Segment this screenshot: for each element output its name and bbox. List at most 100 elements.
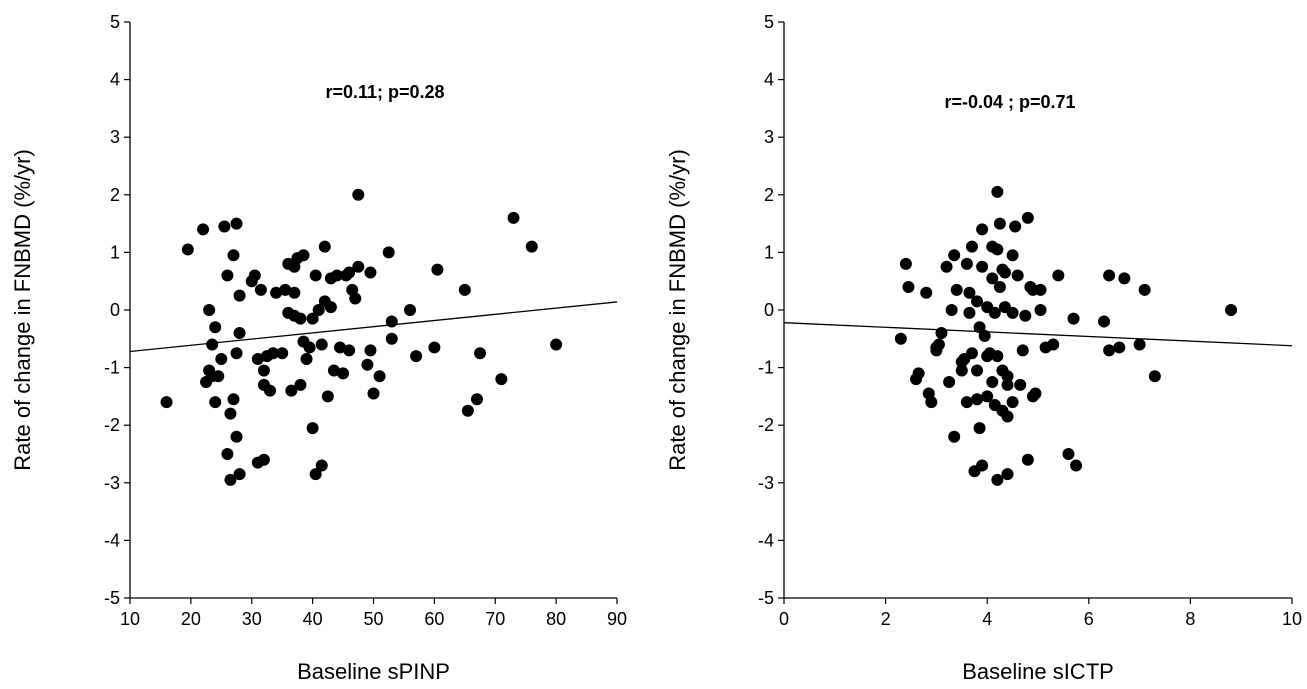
data-point <box>550 338 563 351</box>
data-point <box>257 364 270 377</box>
data-point <box>963 306 976 319</box>
data-point <box>945 304 958 316</box>
data-point <box>899 257 912 270</box>
data-point <box>1006 306 1019 319</box>
data-point <box>285 384 298 397</box>
data-point <box>1034 283 1047 296</box>
data-point <box>495 373 508 386</box>
data-point <box>279 283 292 296</box>
data-point <box>288 286 301 299</box>
data-point <box>309 269 322 282</box>
data-point <box>948 249 961 262</box>
data-point <box>382 246 395 259</box>
data-point <box>233 289 246 302</box>
y-axis-title: Rate of change in FNBMD (%/yr) <box>10 149 35 471</box>
data-point <box>364 344 377 357</box>
data-point <box>902 280 915 293</box>
data-point <box>1001 410 1014 423</box>
data-point <box>525 240 538 253</box>
data-point <box>181 243 194 256</box>
data-point <box>230 217 243 230</box>
data-point <box>410 350 423 363</box>
data-point <box>364 266 377 279</box>
data-point <box>221 448 234 460</box>
data-point <box>925 396 938 409</box>
data-point <box>1001 370 1014 383</box>
data-point <box>337 367 350 380</box>
x-tick-label: 20 <box>181 609 201 629</box>
data-point <box>986 376 999 388</box>
data-point <box>1052 269 1065 282</box>
data-point <box>986 272 999 285</box>
data-point <box>270 286 283 299</box>
data-point <box>233 327 246 340</box>
x-tick-label: 0 <box>779 609 789 629</box>
data-point <box>218 220 231 233</box>
data-point <box>1148 370 1161 383</box>
data-point <box>276 347 289 360</box>
data-point <box>458 283 471 296</box>
data-point <box>1113 341 1126 354</box>
data-point <box>1098 315 1111 328</box>
data-point <box>230 347 243 360</box>
data-point <box>352 260 365 273</box>
data-point <box>373 370 386 383</box>
data-point <box>920 286 933 299</box>
data-point <box>993 217 1006 230</box>
data-point <box>1070 459 1083 472</box>
data-point <box>349 292 362 305</box>
data-point <box>1014 378 1027 391</box>
data-point <box>315 459 328 472</box>
data-point <box>955 364 968 377</box>
data-point <box>1029 387 1042 400</box>
x-axis-title: Baseline sPINP <box>297 659 450 684</box>
y-tick-label: 5 <box>110 12 120 32</box>
data-point <box>1011 269 1024 282</box>
y-tick-label: -4 <box>758 530 774 550</box>
x-tick-label: 70 <box>485 609 505 629</box>
data-point <box>224 473 237 486</box>
data-point <box>385 315 398 328</box>
y-tick-label: 2 <box>110 185 120 205</box>
data-point <box>1009 220 1022 233</box>
data-point <box>940 260 953 273</box>
x-axis-title: Baseline sICTP <box>962 659 1114 684</box>
x-tick-label: 8 <box>1185 609 1195 629</box>
data-point <box>257 453 270 466</box>
data-point <box>1118 272 1131 285</box>
data-point <box>965 240 978 253</box>
data-point <box>976 260 989 273</box>
data-point <box>1034 304 1047 316</box>
x-tick-label: 40 <box>303 609 323 629</box>
data-point <box>227 393 240 406</box>
data-point <box>912 367 925 380</box>
data-point <box>352 188 365 201</box>
data-point <box>950 283 963 296</box>
x-tick-label: 60 <box>424 609 444 629</box>
data-point <box>507 211 520 224</box>
data-point <box>960 257 973 270</box>
data-point <box>1133 338 1146 351</box>
y-tick-label: -3 <box>104 473 120 493</box>
x-tick-label: 90 <box>607 609 627 629</box>
data-point <box>385 332 398 345</box>
data-point <box>1001 378 1014 391</box>
data-point <box>991 473 1004 486</box>
data-point <box>991 350 1004 363</box>
data-point <box>1138 283 1151 296</box>
data-point <box>294 378 307 391</box>
y-tick-label: 5 <box>764 12 774 32</box>
y-tick-label: 4 <box>110 70 120 90</box>
data-point <box>294 312 307 325</box>
data-point <box>1006 249 1019 262</box>
data-point <box>224 407 237 420</box>
data-point <box>988 306 1001 319</box>
data-point <box>209 321 222 334</box>
data-point <box>254 283 267 296</box>
data-point <box>306 312 319 325</box>
y-tick-label: 3 <box>764 127 774 147</box>
data-point <box>318 240 331 253</box>
data-point <box>470 393 483 406</box>
data-point <box>978 329 991 342</box>
